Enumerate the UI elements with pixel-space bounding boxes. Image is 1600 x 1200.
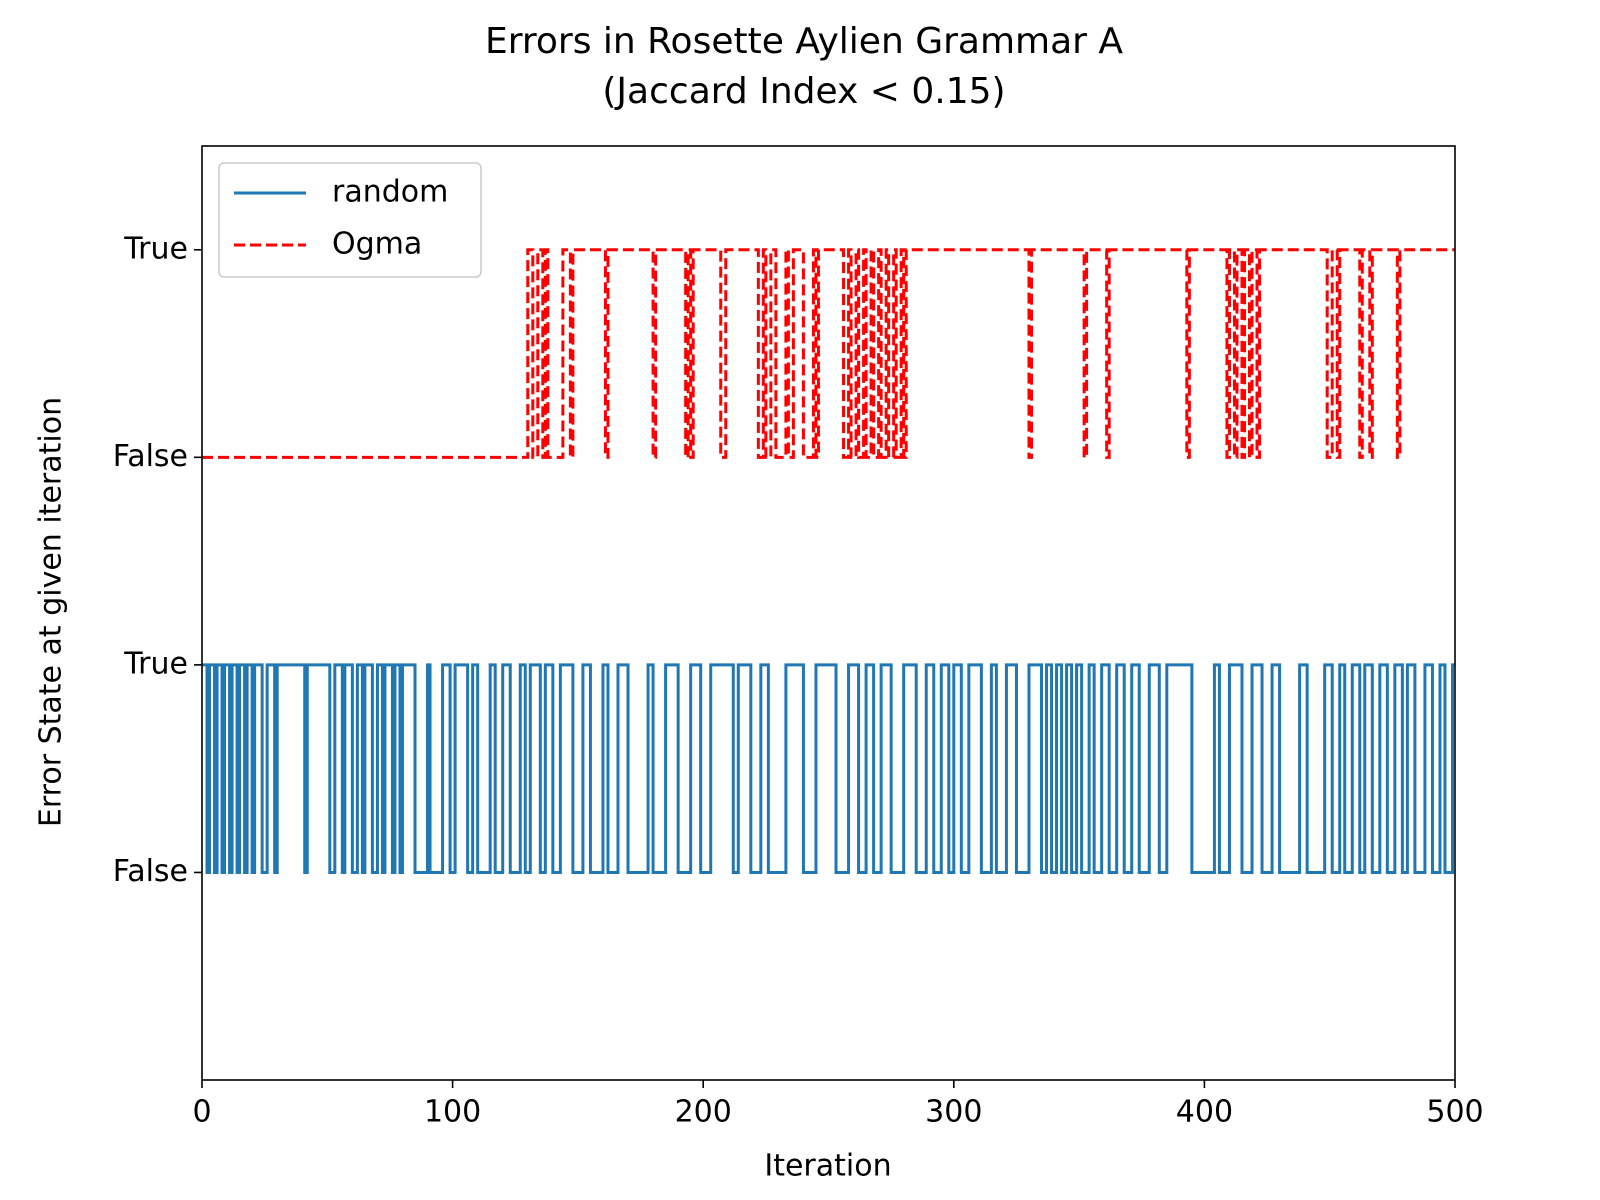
x-tick-label: 400 [1176,1095,1233,1130]
y-tick-label: False [113,854,188,889]
x-tick-label: 100 [424,1095,481,1130]
series-line [202,248,1455,459]
x-tick-label: 500 [1426,1095,1483,1130]
y-tick-label: True [123,231,188,266]
legend-label: Ogma [332,227,422,262]
chart-title: Errors in Rosette Aylien Grammar A [485,21,1123,62]
x-axis-label: Iteration [764,1149,891,1184]
legend-label: random [332,175,448,210]
y-axis-label: Error State at given iteration [34,397,69,827]
x-tick-label: 0 [192,1095,211,1130]
x-tick-label: 300 [925,1095,982,1130]
series-line [202,663,1455,874]
chart-subtitle: (Jaccard Index < 0.15) [602,71,1005,112]
plot-frame [201,145,1456,1081]
y-tick-label: True [123,646,188,681]
y-tick-label: False [113,439,188,474]
x-tick-label: 200 [675,1095,732,1130]
